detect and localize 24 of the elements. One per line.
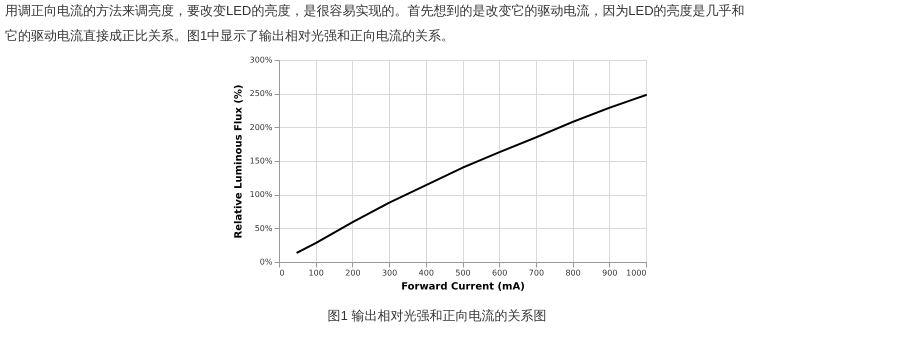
x-tick-label: 100 xyxy=(308,268,324,278)
y-axis-title: Relative Luminous Flux (%) xyxy=(234,84,245,238)
text: 用调正向电流的方法来调亮度，要改变LED的亮度，是很容易实现的。首先想到的是改变它的驱动电流，因为LED的亮度是几乎和 xyxy=(5,3,745,18)
x-tick-label: 0 xyxy=(280,268,285,278)
y-tick-label: 100% xyxy=(250,190,273,200)
x-tick-label: 1000 xyxy=(626,268,646,278)
y-tick-label: 250% xyxy=(250,89,273,98)
x-tick-label: 500 xyxy=(455,268,471,278)
caption: 图1 输出相对光强和正向电流的关系图 xyxy=(328,308,546,323)
x-tick-label: 600 xyxy=(492,268,508,278)
text: 它的驱动电流直接成正比关系。图1中显示了输出相对光强和正向电流的关系。 xyxy=(5,28,454,43)
y-tick-label: 200% xyxy=(250,122,273,132)
x-tick-label: 200 xyxy=(345,268,361,278)
x-tick-label: 300 xyxy=(382,268,398,278)
x-tick-label: 700 xyxy=(528,268,544,278)
y-tick-label: 150% xyxy=(250,156,273,166)
y-tick-label: 300% xyxy=(250,56,273,64)
y-tick-label: 0% xyxy=(260,258,273,266)
line-series xyxy=(296,94,647,254)
x-tick-label: 900 xyxy=(602,268,618,278)
x-axis-title: Forward Current (mA) xyxy=(401,282,525,292)
x-tick-label: 400 xyxy=(418,268,434,278)
x-tick-label: 800 xyxy=(565,268,581,278)
y-tick-label: 50% xyxy=(254,224,273,233)
